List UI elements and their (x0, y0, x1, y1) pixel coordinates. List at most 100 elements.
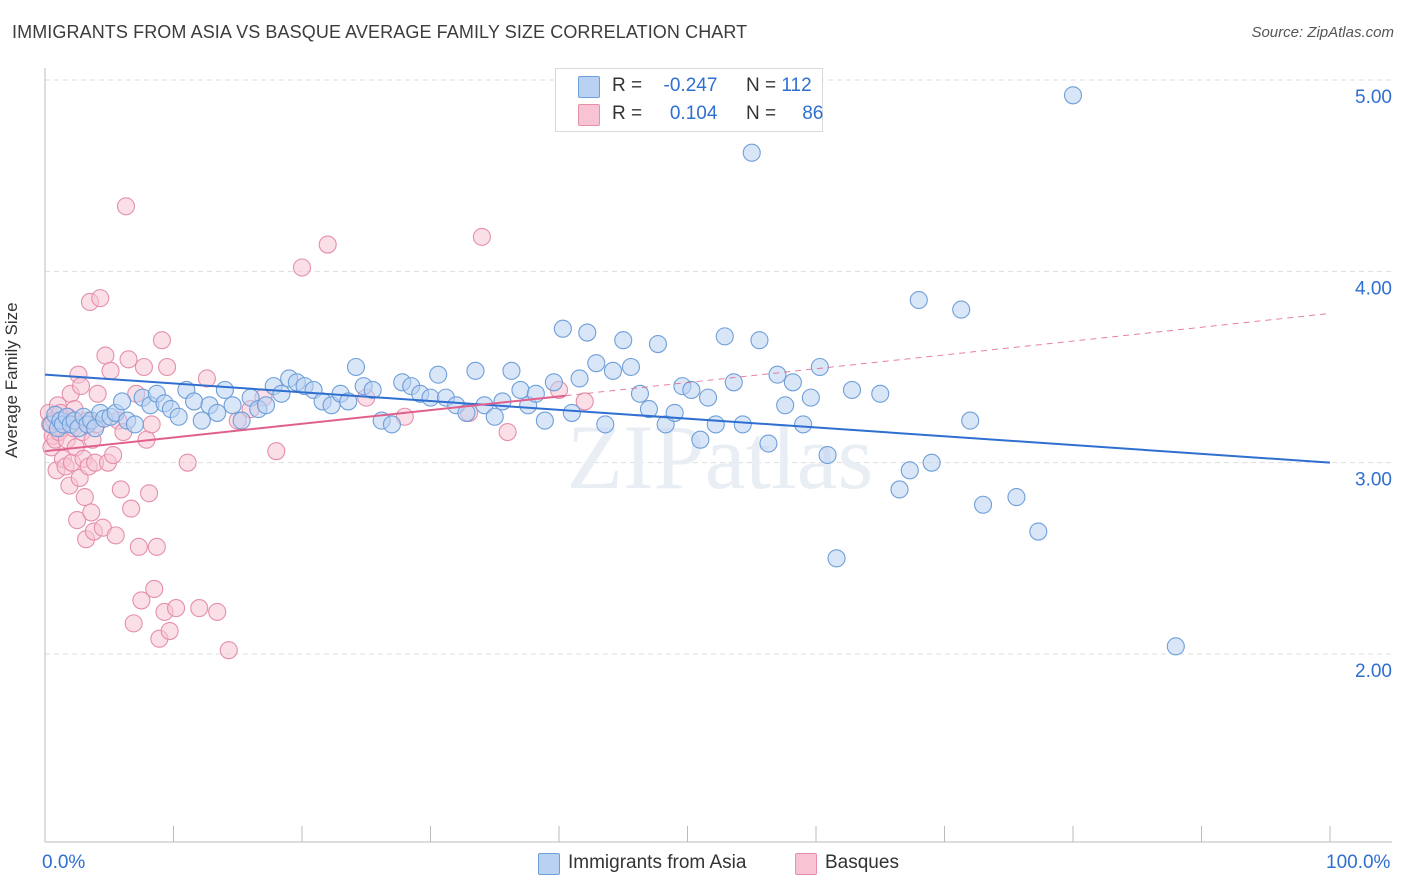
asia-point (1063, 86, 1083, 105)
asia-point (890, 480, 909, 499)
x-tick-label-max: 100.0% (1326, 852, 1391, 873)
legend-label-basque: Basques (825, 852, 899, 873)
asia-trend-line (44, 373, 1331, 464)
series-legend: Immigrants from Asia Basques (0, 850, 1406, 878)
asia-point (776, 396, 795, 415)
asia-point (699, 388, 718, 407)
asia-point (794, 415, 813, 434)
y-tick-label: 2.00 (1355, 661, 1392, 682)
asia-point (621, 357, 641, 377)
asia-point (724, 373, 743, 392)
asia-point (871, 384, 890, 403)
asia-point (952, 300, 971, 319)
basque-point (116, 197, 136, 216)
basque-point (292, 258, 312, 277)
asia-point (113, 392, 132, 411)
basque-point (167, 599, 186, 618)
asia-point (759, 434, 778, 453)
legend-n-value-basque: 86 (802, 103, 824, 124)
legend-n-label: N = (745, 75, 777, 96)
x-tick-label-min: 0.0% (42, 852, 86, 873)
asia-point (900, 461, 919, 480)
chart-title: IMMIGRANTS FROM ASIA VS BASQUE AVERAGE F… (12, 22, 748, 42)
source-label: Source: ZipAtlas.com (1251, 24, 1394, 41)
asia-point (733, 415, 752, 434)
basque-point (82, 503, 101, 522)
legend-r-value-basque: 0.104 (669, 103, 718, 124)
basque-point (208, 602, 227, 621)
legend-swatch-basque (578, 104, 600, 126)
asia-point (768, 365, 787, 384)
basque-point (88, 384, 107, 403)
asia-point (922, 453, 941, 472)
asia-point (578, 323, 597, 342)
asia-point (818, 445, 837, 465)
grid-layer (45, 79, 1392, 655)
asia-point (603, 361, 623, 380)
basque-point (318, 235, 337, 254)
asia-point (909, 290, 928, 310)
basque-point (106, 526, 125, 545)
asia-point (125, 415, 144, 434)
basque-point (132, 591, 151, 610)
basque-point (124, 614, 143, 633)
basque-point (160, 621, 179, 641)
asia-point (466, 361, 485, 380)
legend-swatch-asia (538, 853, 560, 875)
asia-point (587, 354, 606, 373)
basque-point (498, 423, 517, 442)
asia-point (223, 396, 242, 415)
legend-swatch-asia (578, 76, 600, 98)
asia-point (1166, 637, 1185, 656)
basque-point (219, 641, 238, 660)
legend-r-label: R = (612, 75, 643, 96)
asia-point (961, 411, 980, 430)
correlation-legend: R = -0.247 N = 112 R = 0.104 N = 86 (555, 68, 823, 132)
asia-point (742, 143, 761, 162)
legend-label-asia: Immigrants from Asia (568, 852, 747, 873)
basque-point (472, 227, 491, 246)
basque-point (91, 289, 110, 308)
basque-point (147, 537, 166, 556)
basque-point (101, 361, 120, 380)
basque-point (140, 484, 159, 503)
asia-point (185, 392, 204, 411)
asia-point (973, 495, 993, 514)
y-tick-label: 4.00 (1355, 278, 1392, 299)
asia-point (810, 357, 829, 377)
basque-point (111, 480, 130, 499)
basque-trend-extension (565, 312, 1331, 397)
basque-point (197, 369, 216, 388)
asia-point (382, 415, 402, 434)
asia-point (1029, 522, 1048, 541)
asia-point (232, 411, 251, 430)
asia-point (562, 403, 581, 422)
basque-point (267, 442, 286, 461)
asia-point (535, 411, 554, 430)
asia-point (1007, 488, 1026, 507)
basque-point (142, 415, 161, 434)
basque-point (129, 537, 148, 556)
legend-n-value-asia: 112 (781, 75, 812, 96)
basque-point (75, 488, 94, 507)
basque-point (134, 357, 153, 377)
legend-r-value-asia: -0.247 (663, 75, 718, 96)
basque-point (68, 511, 87, 530)
asia-point (485, 407, 504, 426)
asia-point (596, 415, 615, 434)
asia-point (842, 380, 862, 400)
asia-point (272, 384, 291, 403)
asia-point (363, 380, 382, 400)
basque-point (71, 377, 91, 396)
basque-point (178, 453, 197, 472)
asia-point (691, 430, 710, 449)
y-axis-label: Average Family Size (2, 302, 21, 458)
asia-point (750, 331, 769, 350)
y-tick-label: 5.00 (1355, 87, 1392, 108)
trend-layer (44, 312, 1331, 464)
asia-point (570, 369, 589, 388)
basque-point (96, 346, 115, 365)
asia-point (346, 357, 366, 377)
asia-point (421, 388, 440, 407)
